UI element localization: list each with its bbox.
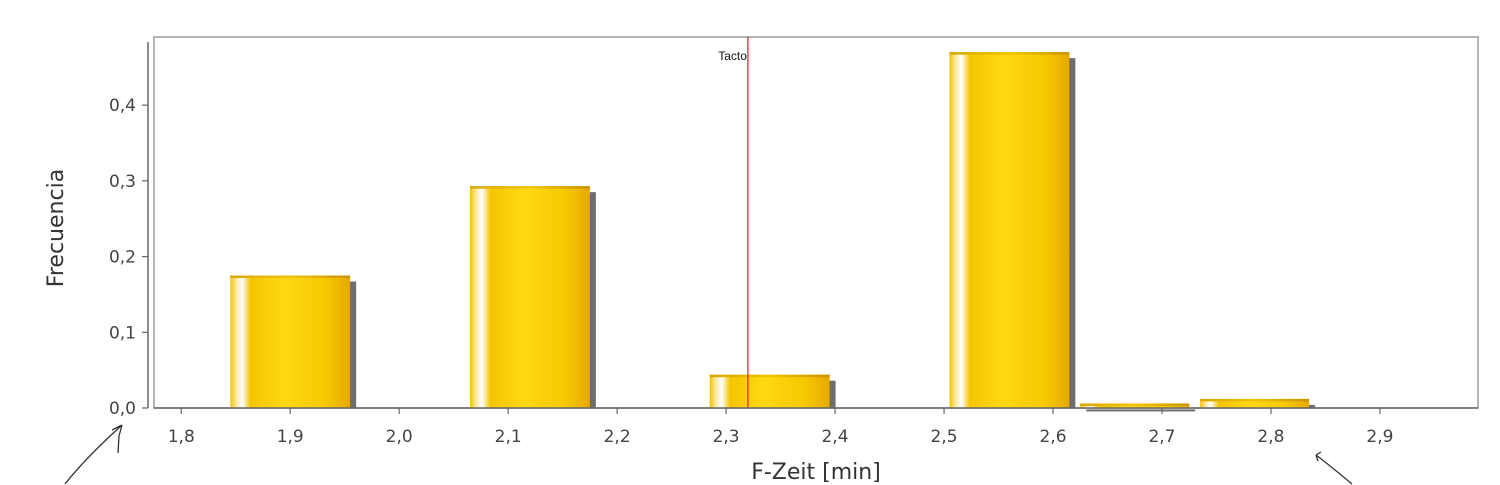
bar: [470, 186, 590, 408]
pen-annotation-right: [1315, 451, 1353, 485]
bar: [1200, 398, 1310, 408]
y-tick-label: 0,3: [109, 172, 136, 192]
bar: [230, 275, 351, 408]
bar-top-edge: [1080, 403, 1190, 406]
x-tick-label: 1,8: [168, 427, 195, 447]
x-axis-title: F-Zeit [min]: [751, 460, 881, 485]
bar-top-edge: [230, 275, 351, 278]
bar-top-edge: [470, 186, 590, 189]
y-tick-label: 0,0: [109, 399, 136, 419]
bar: [949, 52, 1070, 409]
x-tick-label: 2,3: [713, 427, 740, 447]
y-tick-label: 0,1: [109, 323, 136, 343]
bar: [709, 374, 830, 408]
y-axis-title: Frecuencia: [44, 169, 69, 287]
plot-area: [153, 36, 1479, 409]
y-ticks: 0,0 0,1 0,2 0,3 0,4: [109, 96, 148, 419]
x-tick-label: 2,1: [495, 427, 522, 447]
x-ticks: 1,8 1,9 2,0 2,1 2,2 2,3 2,4 2,5 2,6 2,7 2,8 2,9: [168, 408, 1393, 447]
bar-top-edge: [949, 52, 1070, 55]
x-tick-label: 2,6: [1039, 427, 1066, 447]
y-tick-label: 0,4: [109, 96, 136, 116]
tacto-label: Tacto: [718, 49, 747, 63]
x-tick-label: 2,0: [386, 427, 413, 447]
bar-shadow: [1086, 409, 1196, 412]
bar-top-edge: [1200, 398, 1310, 402]
x-tick-label: 2,2: [604, 427, 631, 447]
x-tick-label: 1,9: [277, 427, 304, 447]
x-tick-label: 2,4: [822, 427, 849, 447]
pen-annotation-left: [64, 424, 123, 485]
x-tick-label: 2,9: [1366, 427, 1393, 447]
bar-top-edge: [709, 374, 830, 378]
y-tick-label: 0,2: [109, 248, 136, 268]
x-tick-label: 2,7: [1148, 427, 1175, 447]
x-tick-label: 2,8: [1257, 427, 1284, 447]
x-tick-label: 2,5: [931, 427, 958, 447]
bars-layer: [230, 52, 1316, 412]
